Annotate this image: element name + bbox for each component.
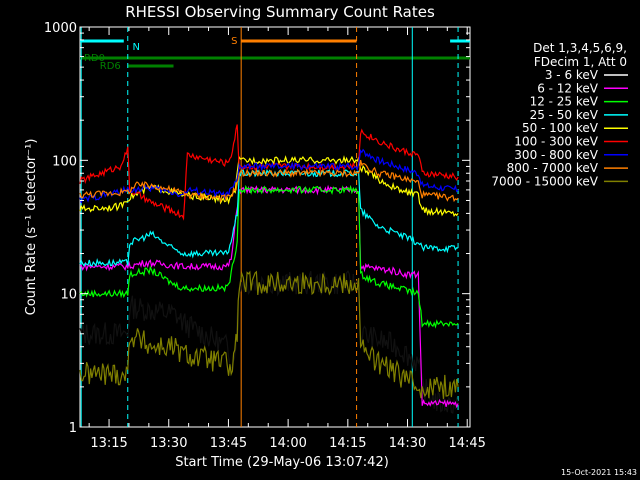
y-tick-label: 100 [52,154,77,169]
y-axis-label: Count Rate (s⁻¹ detector⁻¹) [24,139,39,316]
series-line [79,184,459,329]
flag-label: RD0 [84,53,105,64]
legend-entry-label: 100 - 300 keV [514,135,598,149]
series-line [79,124,459,221]
legend-entry-label: 6 - 12 keV [537,81,599,95]
x-tick-label: 14:45 [448,436,485,451]
series-line [79,270,459,414]
legend-entry-label: 50 - 100 keV [522,121,599,135]
chart-title: RHESSI Observing Summary Count Rates [125,3,435,21]
x-tick-label: 13:15 [90,436,127,451]
y-tick-label: 1000 [44,21,77,36]
legend: Det 1,3,4,5,6,9, FDecim 1, Att 0 3 - 6 k… [491,41,628,188]
x-tick-label: 14:15 [329,436,366,451]
legend-header-1: Det 1,3,4,5,6,9, [533,41,627,55]
legend-entry-label: 300 - 800 keV [514,148,598,162]
series-lines [79,124,459,414]
x-tick-label: 13:45 [210,436,247,451]
series-line [79,155,459,217]
flag-label: RD6 [100,61,121,72]
legend-entry-label: 7000 - 15000 keV [491,174,598,188]
series-line [79,159,459,203]
y-tick-label: 10 [60,288,77,303]
flag-label: N [133,42,140,53]
legend-entry-label: 3 - 6 keV [545,68,599,82]
legend-entry-label: 12 - 25 keV [530,95,599,109]
timestamp: 15-Oct-2021 15:43 [561,468,637,477]
x-tick-label: 14:30 [389,436,426,451]
plot-border [79,26,471,428]
y-tick-label: 1 [69,421,77,436]
series-line [79,270,459,399]
legend-entry-label: 25 - 50 keV [530,108,599,122]
legend-entry-label: 800 - 7000 keV [507,161,599,175]
x-axis-label: Start Time (29-May-06 13:07:42) [175,455,389,470]
series-line [79,168,459,268]
plot-frame [79,26,471,428]
vertical-markers [80,27,459,427]
legend-header-2: FDecim 1, Att 0 [534,55,627,69]
axis-ticks: 13:15 13:30 13:45 14:00 14:15 14:30 14:45 1 10 10… [44,21,486,451]
flag-label: S [231,36,237,47]
x-tick-label: 13:30 [150,436,187,451]
x-tick-label: 14:00 [269,436,306,451]
series-line [79,184,459,409]
